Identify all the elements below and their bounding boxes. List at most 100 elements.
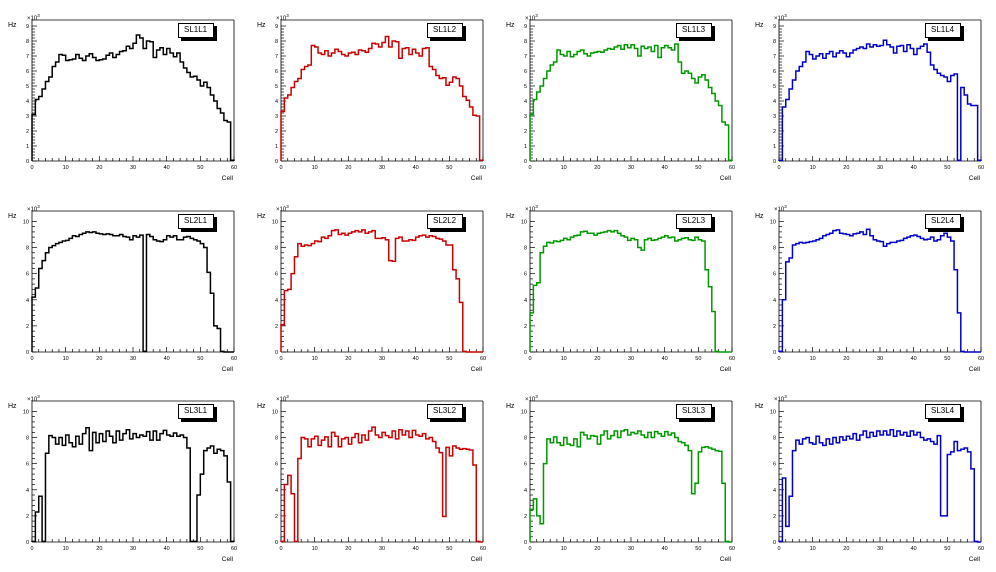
x-tick-label: 30 (379, 165, 385, 171)
y-axis-ticks: 0 1 2 3 4 5 6 7 8 9 (275, 24, 286, 165)
x-tick-label: 20 (843, 356, 849, 362)
x-tick-label: 0 (30, 165, 33, 171)
x-axis-title: Cell (221, 365, 233, 373)
axis-frame (529, 210, 733, 353)
x-axis-ticks: 0 10 20 30 40 50 60 (30, 346, 237, 362)
x-tick-label: 30 (628, 165, 634, 171)
plot-panel-sl2l3[interactable]: 0 10 20 30 40 50 60 0 2 4 6 8 10 Hz ×103 Cell SL2L3 (498, 191, 747, 381)
plot-panel-sl2l4[interactable]: 0 10 20 30 40 50 60 0 2 4 6 8 10 Hz ×103 Cell SL2L4 (747, 191, 996, 381)
x-tick-label: 0 (30, 546, 33, 552)
y-tick-label: 6 (275, 69, 278, 75)
legend-box[interactable]: SL1L4 (925, 23, 962, 38)
legend-box[interactable]: SL2L1 (178, 213, 215, 229)
axis-frame (31, 210, 235, 353)
plot-panel-sl3l3[interactable]: 0 10 20 30 40 50 60 0 2 4 6 8 10 Hz ×103 Cell SL3L3 (498, 381, 747, 571)
y-axis-ticks: 0 2 4 6 8 10 (521, 219, 535, 356)
x-axis-ticks: 0 10 20 30 40 50 60 (528, 346, 735, 362)
histogram-trace (31, 34, 235, 161)
legend-box[interactable]: SL1L3 (676, 23, 713, 38)
y-axis-exponent: ×103 (525, 204, 538, 213)
y-tick-label: 4 (773, 99, 776, 105)
plot-panel-sl1l4[interactable]: 0 10 20 30 40 50 60 0 1 2 3 4 5 6 7 8 9 Hz ×103 Cell SL1L4 (747, 0, 996, 190)
x-axis-ticks: 0 10 20 30 40 50 60 (279, 346, 486, 362)
y-tick-label: 6 (26, 69, 29, 75)
y-axis-ticks: 0 1 2 3 4 5 6 7 8 9 (524, 24, 535, 165)
y-tick-label: 4 (524, 488, 527, 494)
plot-panel-sl2l2[interactable]: 0 10 20 30 40 50 60 0 2 4 6 8 10 Hz ×103 Cell SL2L2 (249, 191, 498, 381)
legend-box[interactable]: SL2L2 (427, 213, 464, 229)
y-axis-title: Hz (8, 403, 17, 411)
legend-box[interactable]: SL1L2 (427, 23, 464, 38)
y-tick-label: 2 (26, 514, 29, 520)
exponent-base: ×10 (27, 397, 38, 404)
histogram-trace (778, 228, 981, 353)
legend-label: SL3L3 (682, 406, 706, 416)
x-tick-label: 10 (63, 356, 69, 362)
plot-panel-sl1l1[interactable]: 0 10 20 30 40 50 60 0 1 2 3 4 5 6 7 8 9 Hz ×103 Cell SL1L1 (0, 0, 249, 190)
y-tick-label: 3 (773, 114, 776, 120)
legend-box[interactable]: SL2L3 (676, 213, 713, 229)
exponent-power: 3 (37, 13, 40, 18)
histogram-trace (529, 429, 732, 544)
y-axis-title: Hz (257, 212, 266, 220)
x-axis-title: Cell (719, 365, 731, 373)
y-tick-label: 7 (773, 54, 776, 60)
y-axis-exponent: ×103 (27, 204, 40, 213)
plot-panel-sl3l1[interactable]: 0 10 20 30 40 50 60 0 2 4 6 8 10 Hz ×103 Cell SL3L1 (0, 381, 249, 571)
legend-box[interactable]: SL3L1 (178, 404, 215, 420)
x-axis-title: Cell (968, 556, 980, 564)
x-tick-label: 20 (594, 356, 600, 362)
legend-box[interactable]: SL3L4 (925, 404, 962, 420)
legend-box[interactable]: SL3L2 (427, 404, 464, 420)
x-tick-label: 50 (197, 356, 203, 362)
legend-box[interactable]: SL2L4 (925, 213, 962, 229)
y-tick-label: 2 (26, 324, 29, 330)
plot-panel-sl1l3[interactable]: 0 10 20 30 40 50 60 0 1 2 3 4 5 6 7 8 9 Hz ×103 Cell SL1L3 (498, 0, 747, 190)
x-tick-label: 20 (96, 546, 102, 552)
exponent-power: 3 (784, 394, 787, 400)
y-tick-label: 6 (26, 462, 29, 468)
x-tick-label: 30 (130, 546, 136, 552)
legend-label: SL1L4 (931, 25, 955, 34)
histogram-trace (529, 229, 732, 353)
legend-box[interactable]: SL1L1 (178, 23, 215, 38)
y-tick-label: 8 (275, 436, 278, 442)
x-tick-label: 0 (279, 356, 282, 362)
exponent-power: 3 (37, 203, 40, 209)
y-tick-label: 2 (773, 514, 776, 520)
x-tick-label: 20 (594, 546, 600, 552)
plot-panel-sl3l2[interactable]: 0 10 20 30 40 50 60 0 2 4 6 8 10 Hz ×103 Cell SL3L2 (249, 381, 498, 571)
y-tick-label: 6 (524, 69, 527, 75)
x-tick-label: 20 (96, 356, 102, 362)
y-tick-label: 8 (275, 39, 278, 45)
x-tick-label: 0 (279, 165, 282, 171)
y-tick-label: 0 (275, 540, 278, 546)
y-tick-label: 2 (275, 324, 278, 330)
plot-panel-sl3l4[interactable]: 0 10 20 30 40 50 60 0 2 4 6 8 10 Hz ×103 Cell SL3L4 (747, 381, 996, 571)
histogram-trace (31, 230, 234, 353)
x-tick-label: 40 (164, 165, 170, 171)
y-tick-label: 8 (26, 245, 29, 251)
x-tick-label: 30 (130, 356, 136, 362)
legend-box[interactable]: SL3L3 (676, 404, 713, 420)
x-axis-ticks: 0 10 20 30 40 50 60 (30, 537, 237, 552)
x-axis-title: Cell (470, 556, 482, 564)
exponent-base: ×10 (525, 397, 536, 404)
exponent-power: 3 (535, 203, 538, 209)
plot-panel-sl2l1[interactable]: 0 10 20 30 40 50 60 0 2 4 6 8 10 Hz ×103 Cell SL2L1 (0, 191, 249, 381)
x-axis-ticks: 0 10 20 30 40 50 60 (777, 156, 984, 171)
legend-label: SL3L1 (184, 406, 208, 416)
y-tick-label: 9 (26, 24, 29, 30)
y-tick-label: 6 (524, 462, 527, 468)
y-tick-label: 6 (773, 69, 776, 75)
x-tick-label: 50 (446, 165, 452, 171)
y-tick-label: 6 (524, 271, 527, 277)
plot-panel-sl1l2[interactable]: 0 10 20 30 40 50 60 0 1 2 3 4 5 6 7 8 9 Hz ×103 Cell SL1L2 (249, 0, 498, 190)
axes-canvas: 0 10 20 30 40 50 60 0 1 2 3 4 5 6 7 8 9 (524, 19, 735, 171)
y-tick-label: 10 (272, 219, 278, 225)
x-axis-ticks: 0 10 20 30 40 50 60 (279, 537, 486, 552)
y-axis-exponent: ×103 (276, 13, 289, 22)
x-axis-ticks: 0 10 20 30 40 50 60 (30, 156, 237, 171)
y-axis-exponent: ×103 (774, 394, 787, 403)
